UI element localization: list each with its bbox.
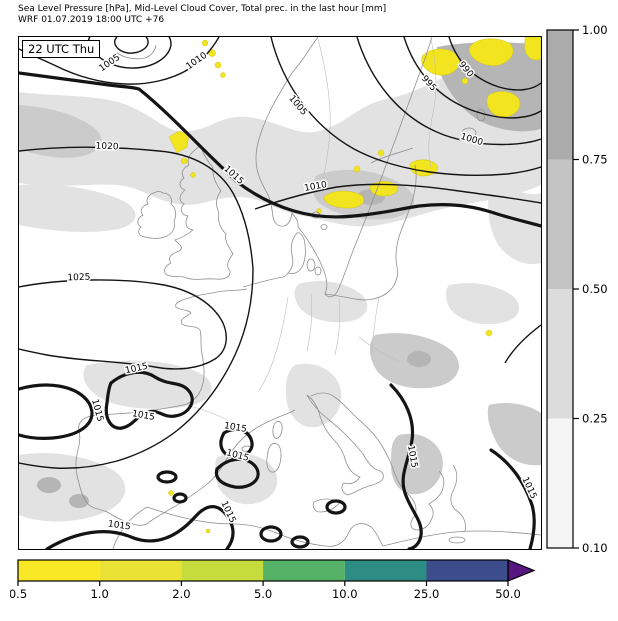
cloud-cb-tick-label: 0.75 <box>582 153 608 167</box>
cloud-cb-tick-label: 0.25 <box>582 412 608 426</box>
map-canvas: 1005 1010 1005 995 990 1000 1020 1015 10… <box>18 36 542 550</box>
weather-map-svg: 1005 1010 1005 995 990 1000 1020 1015 10… <box>19 37 541 549</box>
contour-label: 1020 <box>95 142 119 153</box>
precip-cb-segment-4 <box>263 560 345 581</box>
precip-cb-segment-2 <box>99 560 182 581</box>
contour-label: 1005 <box>98 53 122 74</box>
contour-label: 1015 <box>107 519 131 532</box>
precip-cb-tick-label: 2.0 <box>172 587 190 601</box>
contour-label: 1015 <box>218 500 237 525</box>
contour-label: 1005 <box>286 94 308 118</box>
precip-cb-tick-label: 1.0 <box>91 587 109 601</box>
cloud-cb-tick-label: 1.00 <box>582 24 608 37</box>
cloud-cb-segment-4 <box>547 418 573 548</box>
precipitation-colorbar: 0.5 1.0 2.0 5.0 10.0 25.0 50.0 <box>9 556 555 608</box>
precip-cb-tick-label: 25.0 <box>414 587 440 601</box>
model-run-subtitle: WRF 01.07.2019 18:00 UTC +76 <box>18 15 165 25</box>
isobar-layer-thick <box>19 71 541 549</box>
precip-cb-tick-label: 10.0 <box>332 587 358 601</box>
cloud-cover-colorbar: 1.00 0.75 0.50 0.25 0.10 <box>546 23 618 562</box>
precipitation-layer <box>168 37 541 534</box>
cloud-cb-tick-label: 0.10 <box>582 541 608 555</box>
cloud-cb-segment-2 <box>547 159 573 289</box>
precip-cb-segment-1 <box>18 560 100 581</box>
valid-time-badge: 22 UTC Thu <box>22 40 101 58</box>
cloud-cb-ticks <box>573 29 579 549</box>
cloud-layer-light <box>19 37 541 522</box>
map-title: Sea Level Pressure [hPa], Mid-Level Clou… <box>18 4 387 14</box>
precip-cb-segment-5 <box>344 560 427 581</box>
precip-cb-ticks <box>17 581 509 586</box>
precip-cb-tick-label: 5.0 <box>254 587 272 601</box>
precip-cb-tick-label: 50.0 <box>495 587 521 601</box>
precip-cb-arrow <box>507 559 536 582</box>
cloud-cb-segment-3 <box>547 289 573 419</box>
contour-label: 1010 <box>185 51 210 72</box>
precip-cb-segment-3 <box>181 560 264 581</box>
contour-label: 1015 <box>519 476 538 501</box>
cloud-cb-tick-label: 0.50 <box>582 282 608 296</box>
contour-label: 1025 <box>67 273 90 284</box>
isobar-layer-thin <box>19 37 541 469</box>
precip-cb-tick-label: 0.5 <box>10 587 27 601</box>
cloud-cb-segment-1 <box>547 30 573 160</box>
border-layer <box>188 38 437 433</box>
precip-cb-segment-6 <box>426 560 508 581</box>
coastline-layer <box>75 37 541 549</box>
